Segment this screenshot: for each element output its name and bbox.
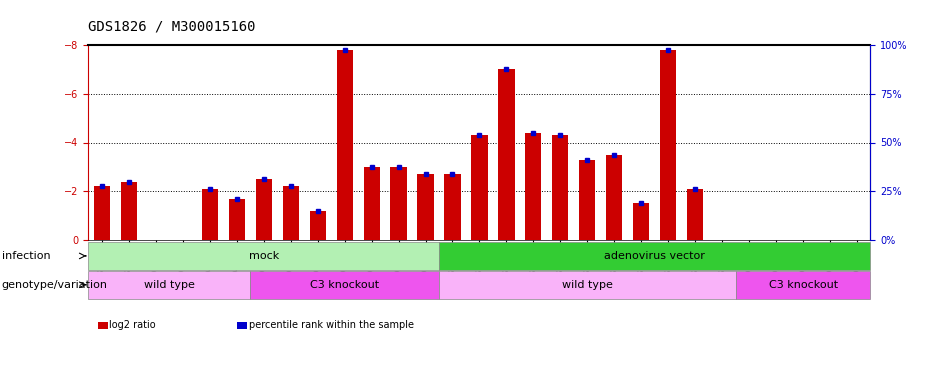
Text: C3 knockout: C3 knockout — [310, 280, 379, 290]
Bar — [444, 174, 461, 240]
Text: infection: infection — [2, 251, 50, 261]
Bar — [471, 135, 488, 240]
Text: genotype/variation: genotype/variation — [2, 280, 108, 290]
Bar — [687, 189, 703, 240]
Text: percentile rank within the sample: percentile rank within the sample — [250, 320, 414, 330]
Bar — [735, 271, 870, 299]
Bar — [660, 50, 676, 240]
Text: mock: mock — [249, 251, 279, 261]
Bar — [439, 271, 735, 299]
Bar — [256, 179, 272, 240]
Bar — [417, 174, 434, 240]
Bar — [606, 154, 623, 240]
Bar — [336, 50, 353, 240]
Bar — [498, 69, 515, 240]
Bar — [94, 186, 110, 240]
Bar — [283, 186, 299, 240]
Bar — [202, 189, 218, 240]
Bar — [121, 182, 137, 240]
Bar — [310, 211, 326, 240]
Bar — [229, 199, 245, 240]
Text: wild type: wild type — [144, 280, 195, 290]
Text: C3 knockout: C3 knockout — [768, 280, 838, 290]
Bar — [363, 167, 380, 240]
Bar — [439, 242, 870, 270]
Text: wild type: wild type — [562, 280, 613, 290]
Text: GDS1826 / M300015160: GDS1826 / M300015160 — [88, 20, 256, 34]
Bar — [88, 271, 250, 299]
Bar — [552, 135, 569, 240]
Bar — [250, 271, 439, 299]
Text: log2 ratio: log2 ratio — [110, 320, 156, 330]
Bar — [633, 203, 649, 240]
Bar — [525, 133, 542, 240]
Bar — [88, 242, 439, 270]
Text: adenovirus vector: adenovirus vector — [604, 251, 705, 261]
Bar — [390, 167, 407, 240]
Bar — [579, 160, 596, 240]
